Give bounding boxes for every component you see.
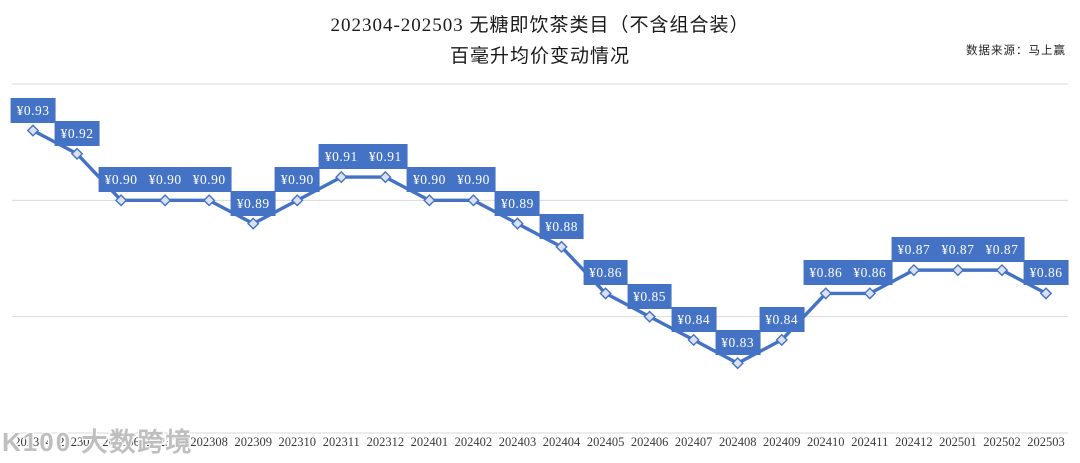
chart-title-line1: 202304-202503 无糖即饮茶类目（不含组合装） [330, 15, 750, 36]
x-axis-tick: 202307 [146, 435, 184, 449]
data-point-marker [995, 263, 1009, 277]
data-point-marker [731, 357, 744, 370]
x-axis-tick: 202407 [674, 435, 713, 449]
data-point-marker [70, 147, 84, 160]
data-point-marker [291, 194, 304, 207]
data-point-marker [863, 287, 877, 300]
data-point-marker [643, 310, 656, 323]
x-axis-tick: 202412 [895, 435, 933, 449]
data-point-marker [379, 170, 392, 184]
x-axis-tick: 202502 [983, 435, 1021, 449]
data-label: ¥0.90 [406, 167, 452, 193]
data-label: ¥0.84 [671, 306, 717, 332]
data-point-marker [907, 263, 921, 277]
data-point-marker [1039, 287, 1053, 300]
data-label: ¥0.87 [935, 237, 981, 263]
data-label: ¥0.91 [318, 144, 364, 170]
data-point-marker [247, 217, 260, 230]
data-label: ¥0.92 [54, 120, 100, 146]
x-axis-tick: 202411 [851, 435, 889, 449]
x-axis-tick: 202403 [498, 435, 537, 449]
x-axis-tick: 202312 [366, 435, 405, 449]
x-axis-tick: 202305 [58, 435, 96, 449]
data-point-marker [555, 240, 568, 254]
data-source-note: 数据来源：马上赢 [966, 45, 1066, 57]
data-label: ¥0.86 [847, 260, 893, 286]
data-point-marker [599, 287, 612, 300]
data-label: ¥0.86 [1023, 260, 1069, 286]
data-label: ¥0.90 [450, 167, 496, 193]
chart-title: 202304-202503 无糖即饮茶类目（不含组合装） 百毫升均价变动情况 [0, 10, 1080, 72]
x-axis-tick: 202306 [102, 435, 140, 449]
data-label: ¥0.93 [10, 97, 56, 123]
data-point-marker [467, 194, 480, 207]
x-axis-tick: 202402 [454, 435, 493, 449]
x-axis-tick: 202311 [322, 435, 360, 449]
data-point-marker [775, 333, 788, 347]
data-label: ¥0.90 [98, 167, 144, 193]
data-point-marker [335, 170, 348, 184]
data-label: ¥0.91 [362, 144, 408, 170]
data-label: ¥0.86 [583, 260, 628, 286]
data-point-marker [158, 194, 172, 207]
chart-title-line2: 百毫升均价变动情况 [449, 46, 630, 67]
data-label: ¥0.84 [759, 306, 805, 332]
data-label: ¥0.86 [803, 260, 849, 286]
data-label: ¥0.85 [627, 283, 673, 309]
data-label: ¥0.88 [539, 213, 584, 239]
data-label: ¥0.83 [715, 330, 761, 356]
x-axis-tick: 202309 [234, 435, 272, 449]
x-axis-tick: 202405 [586, 435, 625, 449]
x-axis-tick: 202501 [939, 435, 977, 449]
data-point-marker [511, 217, 524, 230]
x-axis-tick: 202404 [542, 435, 581, 449]
data-label: ¥0.87 [891, 237, 937, 263]
data-label: ¥0.90 [142, 167, 188, 193]
data-point-marker [687, 333, 700, 347]
data-point-marker [114, 194, 128, 207]
x-axis-tick: 202503 [1027, 435, 1065, 449]
x-axis-tick: 202410 [807, 435, 845, 449]
x-axis-tick: 202310 [278, 435, 317, 449]
data-label: ¥0.89 [495, 190, 540, 216]
data-label: ¥0.90 [274, 167, 320, 193]
data-point-marker [423, 194, 436, 207]
data-label: ¥0.90 [186, 167, 232, 193]
data-point-marker [951, 263, 965, 277]
data-point-marker [819, 287, 832, 300]
x-axis-tick: 202409 [762, 435, 801, 449]
x-axis-tick: 202408 [718, 435, 757, 449]
data-point-marker [202, 194, 216, 207]
x-axis-tick: 202406 [630, 435, 669, 449]
x-axis-tick: 202308 [190, 435, 228, 449]
x-axis-tick: 202304 [14, 435, 52, 449]
data-point-marker [26, 124, 40, 137]
x-axis-tick: 202401 [410, 435, 449, 449]
data-label: ¥0.87 [979, 237, 1025, 263]
data-label: ¥0.89 [230, 190, 276, 216]
